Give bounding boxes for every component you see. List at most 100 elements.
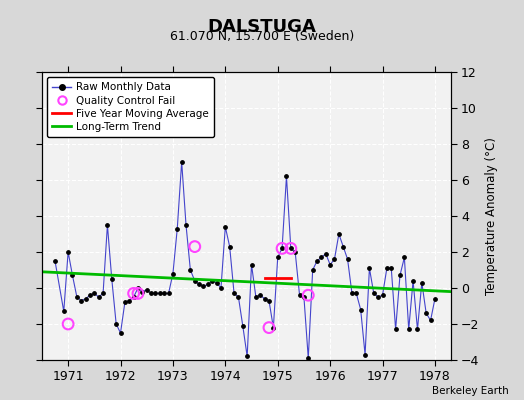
Point (68, 272, 77, 278)
Point (51, 258, 59, 264)
Point (265, 298, 273, 304)
Point (391, 326, 400, 333)
Point (348, 290, 356, 297)
Point (387, 265, 396, 271)
Point (125, 298, 134, 304)
Point (212, 279, 221, 286)
Point (134, 285, 142, 291)
Point (287, 245, 295, 252)
Point (418, 279, 426, 286)
Point (256, 292, 265, 298)
Point (225, 243, 234, 250)
Point (278, 245, 286, 252)
Point (313, 258, 321, 264)
Point (304, 355, 312, 362)
Point (243, 353, 252, 360)
Point (304, 292, 312, 298)
Point (134, 290, 142, 297)
Point (129, 294, 138, 300)
Point (260, 296, 269, 302)
Point (81, 296, 90, 302)
Point (77, 298, 85, 304)
Point (369, 290, 378, 297)
Point (186, 267, 194, 273)
Point (400, 254, 409, 261)
Point (291, 249, 299, 255)
Point (296, 292, 304, 298)
Point (217, 285, 225, 291)
Point (413, 326, 422, 333)
Point (60, 308, 68, 314)
Point (278, 245, 286, 252)
Point (374, 294, 383, 300)
Legend: Raw Monthly Data, Quality Control Fail, Five Year Moving Average, Long-Term Tren: Raw Monthly Data, Quality Control Fail, … (47, 77, 214, 137)
Point (86, 292, 94, 298)
Point (208, 278, 216, 284)
Point (169, 270, 177, 277)
Point (182, 222, 190, 228)
Point (361, 352, 369, 358)
Point (138, 288, 147, 295)
Point (151, 290, 160, 297)
Point (326, 262, 334, 268)
Point (422, 310, 430, 316)
Y-axis label: Temperature Anomaly (°C): Temperature Anomaly (°C) (485, 137, 498, 295)
Point (335, 231, 343, 237)
Point (300, 294, 308, 300)
Point (121, 299, 129, 306)
Point (339, 243, 347, 250)
Point (330, 256, 339, 262)
Point (230, 290, 238, 297)
Point (143, 286, 151, 293)
Point (103, 222, 112, 228)
Point (343, 256, 352, 262)
Point (238, 322, 247, 329)
Point (221, 224, 230, 230)
Point (160, 290, 168, 297)
Point (147, 290, 155, 297)
Point (94, 294, 103, 300)
Point (383, 265, 391, 271)
Point (282, 173, 291, 180)
Point (178, 159, 186, 165)
Point (73, 294, 81, 300)
Point (252, 294, 260, 300)
Point (107, 276, 116, 282)
Point (365, 265, 374, 271)
Point (274, 254, 282, 261)
Text: 61.070 N, 15.700 E (Sweden): 61.070 N, 15.700 E (Sweden) (170, 30, 354, 43)
Point (427, 317, 435, 324)
Point (173, 225, 181, 232)
Point (156, 290, 164, 297)
Point (247, 262, 256, 268)
Point (431, 296, 439, 302)
Point (90, 290, 99, 297)
Point (234, 294, 243, 300)
Point (165, 290, 173, 297)
Point (204, 281, 212, 288)
Point (129, 290, 138, 297)
Point (405, 326, 413, 333)
Point (269, 324, 278, 331)
Point (317, 254, 325, 261)
Point (356, 306, 365, 313)
Point (322, 250, 330, 257)
Point (396, 272, 404, 278)
Point (352, 290, 361, 297)
Point (309, 267, 317, 273)
Point (191, 243, 199, 250)
Point (64, 321, 72, 327)
Point (287, 245, 295, 252)
Point (99, 290, 107, 297)
Text: DALSTUGA: DALSTUGA (208, 18, 316, 36)
Point (112, 321, 121, 327)
Point (199, 283, 208, 290)
Text: Berkeley Earth: Berkeley Earth (432, 386, 508, 396)
Point (64, 249, 72, 255)
Point (265, 324, 273, 331)
Point (191, 278, 199, 284)
Point (378, 292, 387, 298)
Point (195, 281, 203, 288)
Point (116, 330, 125, 336)
Point (409, 278, 417, 284)
